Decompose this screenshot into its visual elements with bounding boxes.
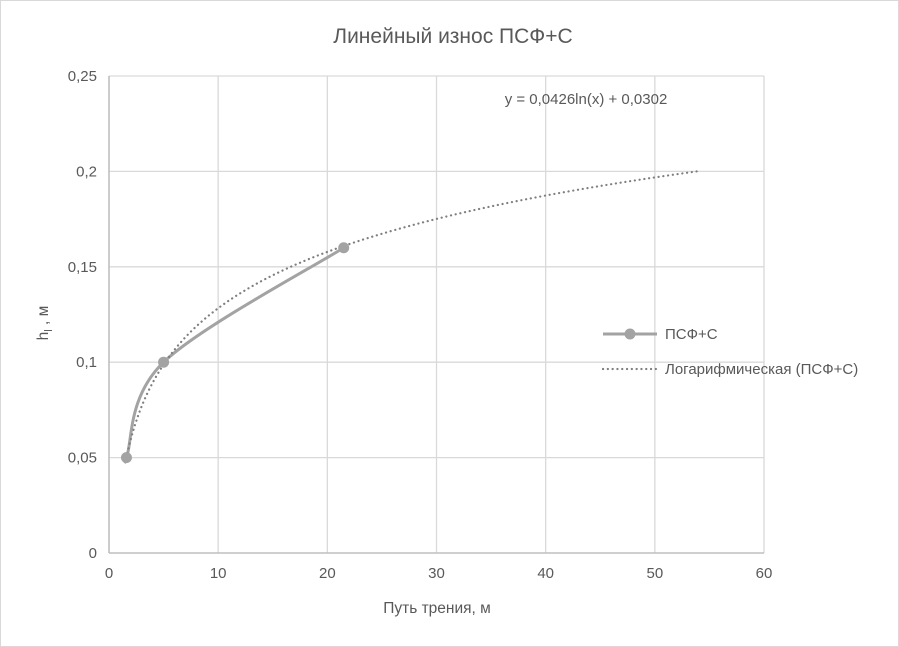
x-tick-label: 40	[537, 565, 554, 582]
legend-item-series[interactable]: ПСФ+С	[602, 325, 858, 343]
trendline-dotted-sample-icon	[602, 367, 658, 371]
y-tick-label: 0,25	[68, 68, 97, 85]
trendline-dotted-curve[interactable]	[124, 170, 700, 464]
x-tick-label: 60	[756, 565, 773, 582]
y-tick-label: 0,05	[68, 450, 97, 467]
data-point-marker[interactable]	[120, 452, 132, 464]
x-tick-label: 10	[210, 565, 227, 582]
y-tick-label: 0,1	[76, 354, 97, 371]
data-point-marker[interactable]	[158, 356, 170, 368]
data-point-marker[interactable]	[338, 242, 350, 254]
x-tick-label: 30	[428, 565, 445, 582]
x-tick-label: 20	[319, 565, 336, 582]
y-axis-title[interactable]: hl , м	[35, 306, 55, 341]
series-line-marker-sample-icon	[603, 328, 657, 340]
y-tick-label: 0,15	[68, 259, 97, 276]
legend[interactable]: ПСФ+С Логарифмическая (ПСФ+С)	[602, 325, 858, 378]
y-axis-title-unit: , м	[34, 305, 52, 330]
y-axis-title-main: h	[34, 331, 52, 341]
y-tick-label: 0,2	[76, 163, 97, 180]
chart-title[interactable]: Линейный износ ПСФ+С	[333, 25, 573, 48]
series-line[interactable]	[124, 246, 346, 460]
legend-trendline-label: Логарифмическая (ПСФ+С)	[665, 360, 859, 378]
x-tick-label: 0	[105, 565, 113, 582]
trendline-equation-label[interactable]: y = 0,0426ln(x) + 0,0302	[504, 91, 668, 108]
legend-series-label: ПСФ+С	[665, 325, 718, 343]
y-axis-title-subscript: l	[43, 329, 56, 332]
x-tick-label: 50	[646, 565, 663, 582]
legend-item-trendline[interactable]: Логарифмическая (ПСФ+С)	[602, 360, 858, 378]
y-tick-label: 0	[89, 545, 97, 562]
x-axis-title[interactable]: Путь трения, м	[383, 600, 491, 617]
